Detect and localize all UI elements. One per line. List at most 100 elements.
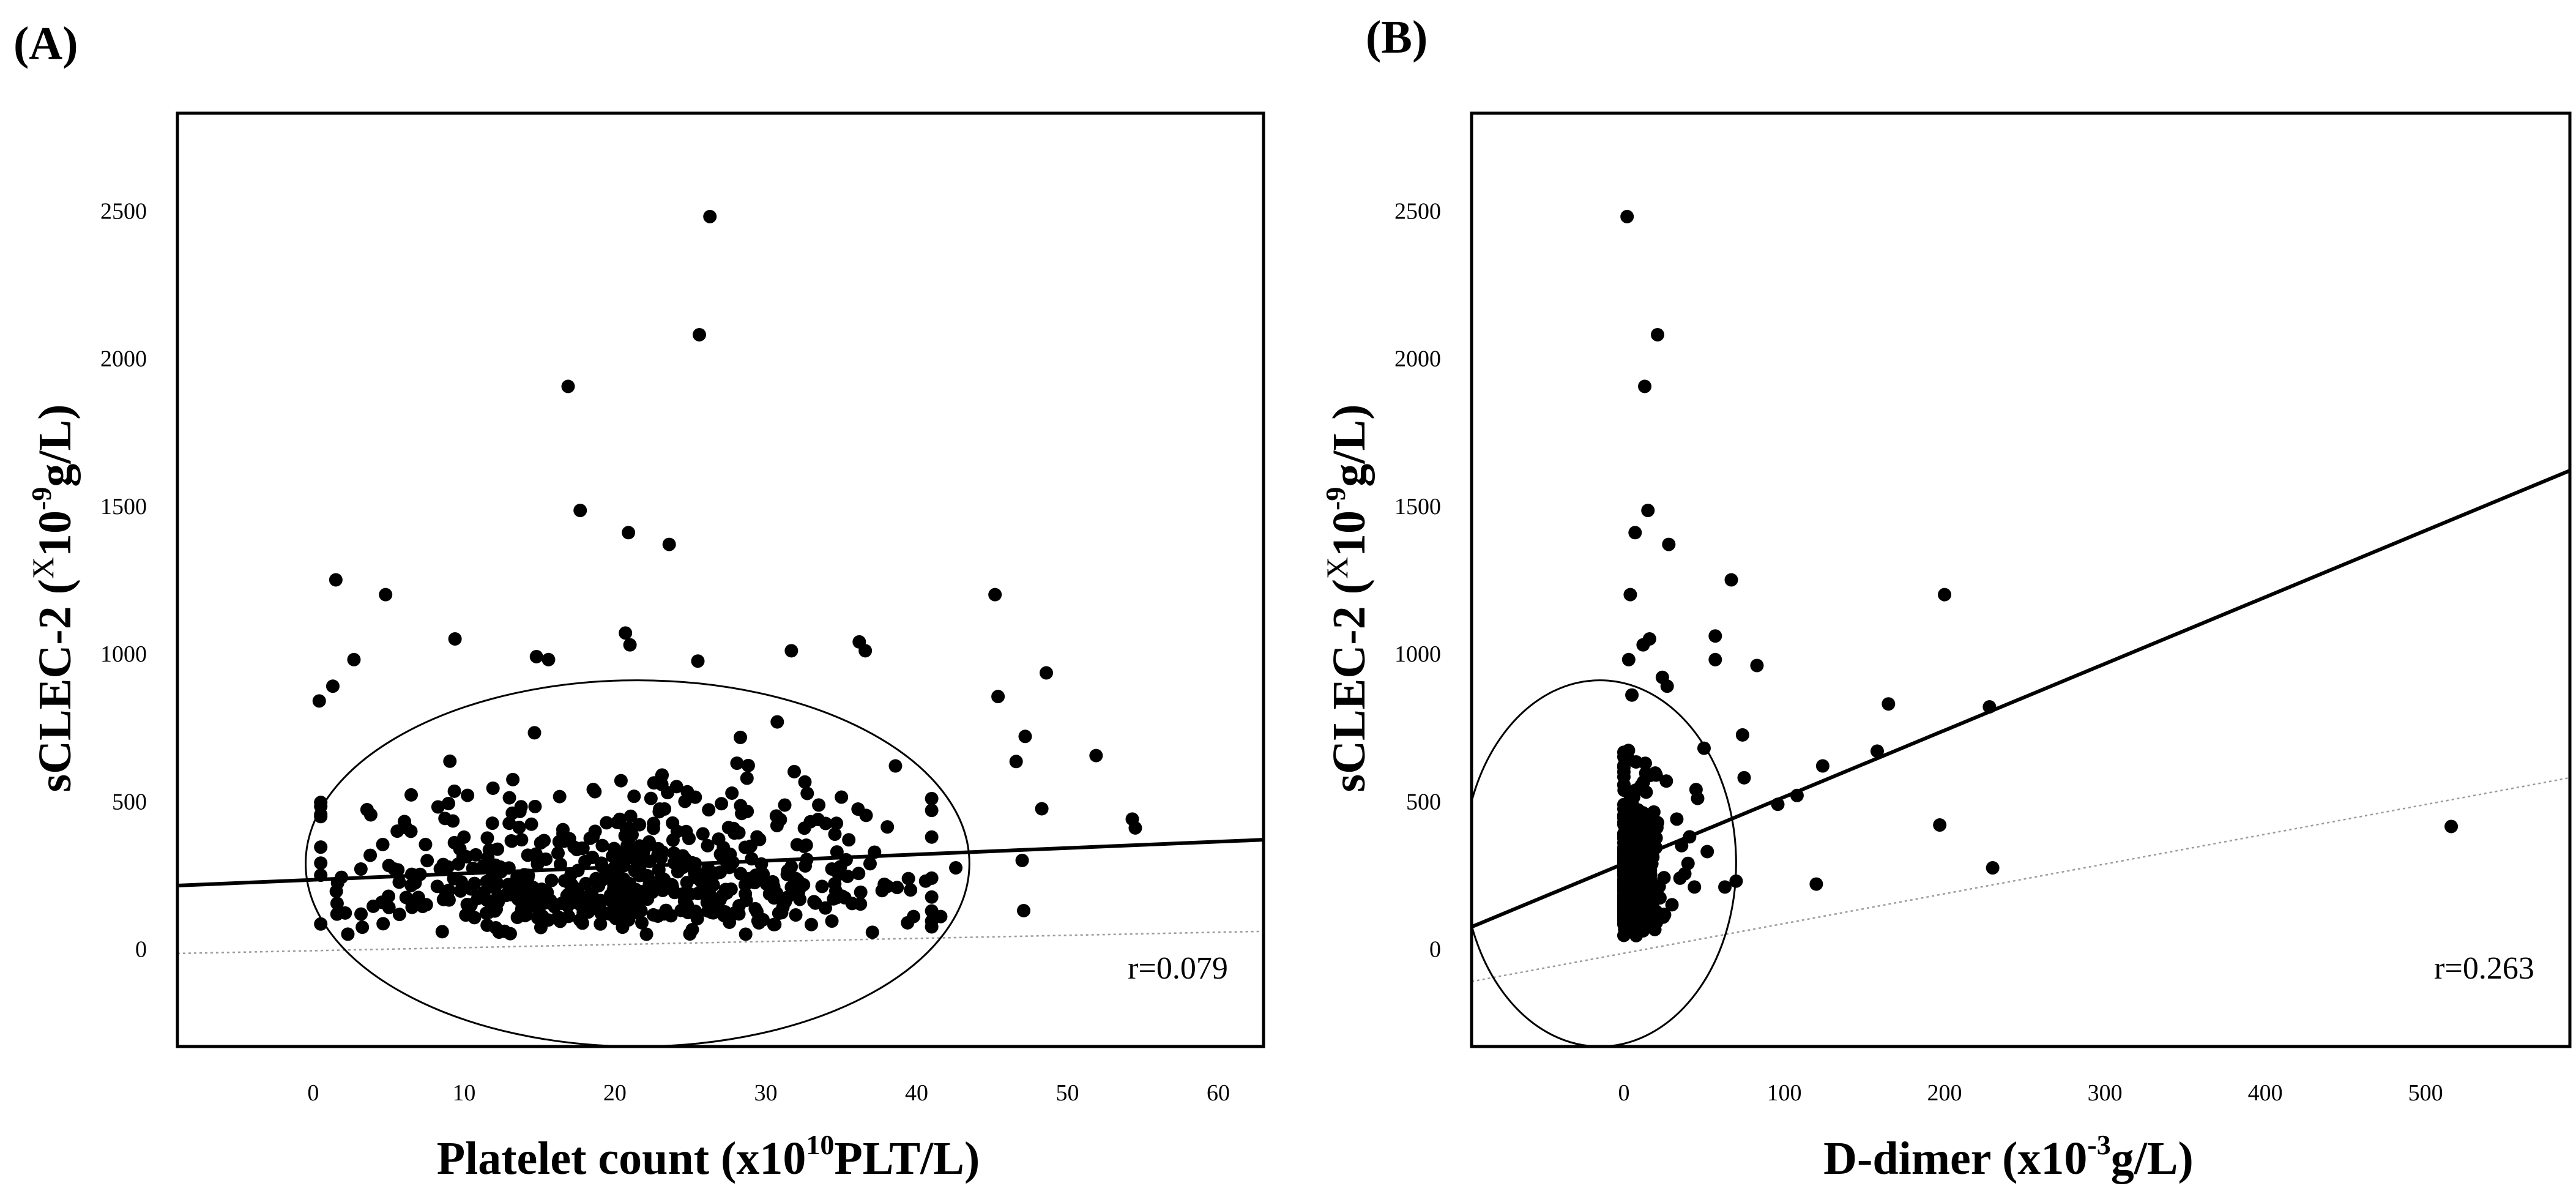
data-point <box>1017 904 1031 918</box>
data-point <box>504 834 518 848</box>
data-point <box>433 862 447 876</box>
data-point <box>586 782 600 796</box>
data-point <box>446 814 460 828</box>
data-point <box>688 905 702 919</box>
data-point <box>441 796 455 810</box>
data-point <box>662 537 676 551</box>
data-point <box>593 901 607 916</box>
data-point <box>696 827 710 841</box>
data-point <box>532 901 546 916</box>
data-point <box>789 908 803 922</box>
data-point <box>678 794 692 808</box>
data-point <box>575 916 589 930</box>
data-point <box>392 908 406 922</box>
data-point <box>1933 818 1947 832</box>
data-point <box>740 771 754 785</box>
data-point <box>1018 729 1032 744</box>
data-point <box>1724 573 1738 587</box>
data-point <box>1662 537 1676 551</box>
data-point <box>841 869 855 883</box>
x-tick-label: 50 <box>1056 1080 1079 1106</box>
data-point <box>797 821 811 835</box>
data-point <box>1718 880 1732 894</box>
data-point <box>988 588 1002 602</box>
data-point <box>925 920 939 934</box>
data-point <box>341 927 355 941</box>
data-point <box>542 652 556 666</box>
data-point <box>573 504 587 518</box>
data-point <box>627 789 641 804</box>
y-tick-label: 0 <box>1429 937 1441 963</box>
data-point <box>595 838 609 853</box>
data-point <box>1628 838 1642 853</box>
data-point <box>622 526 636 540</box>
data-point <box>376 837 390 851</box>
x-tick-label: 0 <box>307 1080 319 1106</box>
data-point <box>528 799 542 813</box>
data-point <box>569 882 583 896</box>
data-point <box>1697 741 1711 755</box>
data-point <box>790 838 804 852</box>
y-tick-label: 2000 <box>1394 346 1441 372</box>
data-point <box>330 897 344 911</box>
data-point <box>504 887 518 901</box>
data-point <box>415 900 430 914</box>
data-point <box>633 818 647 832</box>
regression-line <box>177 838 1264 887</box>
data-point <box>617 872 631 886</box>
data-point <box>1681 856 1695 870</box>
data-point <box>1729 874 1743 888</box>
data-point <box>619 626 633 640</box>
data-point <box>560 899 575 913</box>
y-tick-label: 500 <box>112 789 147 815</box>
data-point <box>1621 652 1636 666</box>
data-point <box>925 890 939 904</box>
data-point <box>772 906 786 920</box>
data-point <box>934 909 948 923</box>
data-point <box>1652 879 1666 894</box>
data-point <box>1628 884 1642 898</box>
data-point <box>653 802 667 816</box>
data-point <box>360 802 374 816</box>
data-point <box>529 649 543 663</box>
data-point <box>1700 845 1714 859</box>
data-point <box>1035 802 1049 816</box>
data-point <box>600 816 614 830</box>
data-point <box>655 769 669 783</box>
data-point <box>391 863 405 877</box>
data-point <box>1665 898 1679 912</box>
data-point <box>838 890 852 905</box>
data-point <box>623 638 637 652</box>
data-point <box>1638 379 1652 394</box>
data-point <box>717 908 731 922</box>
data-point <box>552 835 566 849</box>
data-point <box>314 917 328 931</box>
data-point <box>808 896 822 910</box>
data-point <box>644 791 658 805</box>
x-axis-title: Platelet count (x1010PLT/L) <box>437 1129 980 1184</box>
data-point <box>1040 666 1053 680</box>
data-point <box>608 846 622 860</box>
x-tick-label: 500 <box>2408 1080 2443 1106</box>
data-point <box>741 758 755 772</box>
data-point <box>561 379 575 394</box>
data-point <box>812 798 826 812</box>
data-point <box>503 927 517 941</box>
y-tick-label: 500 <box>1406 789 1441 815</box>
data-point <box>404 788 419 802</box>
data-point <box>852 867 866 881</box>
reference-line <box>177 930 1264 955</box>
y-tick-label: 2500 <box>1394 198 1441 224</box>
data-point <box>702 803 716 817</box>
x-tick-label: 100 <box>1766 1080 1801 1106</box>
correlation-label: r=0.263 <box>2434 951 2534 986</box>
scatter-chart-platelet: 0 500 1000 1500 2000 2500 0 10 20 30 40 50 60 r=0.079… <box>26 111 1265 1184</box>
regression-line <box>1472 469 2570 929</box>
data-point <box>669 780 683 794</box>
data-point <box>713 847 728 861</box>
data-point <box>551 846 565 860</box>
data-point <box>447 784 461 798</box>
data-point <box>798 775 812 789</box>
data-point <box>1870 744 1884 758</box>
data-point <box>589 871 603 886</box>
